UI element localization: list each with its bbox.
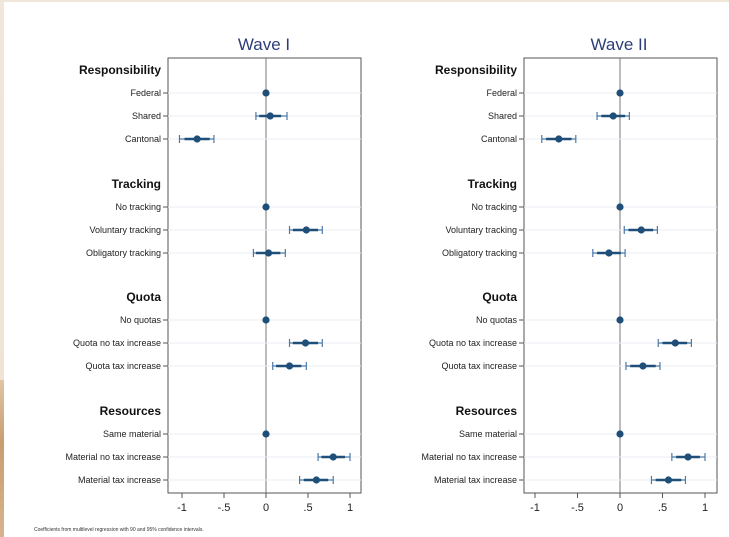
row-label-obligatory-tracking: Obligatory tracking <box>442 248 517 258</box>
x-tick-label: -1 <box>530 502 540 514</box>
point-obligatory-tracking <box>605 249 613 257</box>
point-material-tax-increase <box>664 476 673 484</box>
figure-caption: Coefficients from multilevel regression … <box>34 527 204 533</box>
row-label-obligatory-tracking: Obligatory tracking <box>86 248 161 258</box>
point-cantonal <box>193 135 201 143</box>
row-label-material-no-tax-increase: Material no tax increase <box>65 452 161 462</box>
point-shared <box>266 112 274 120</box>
group-heading-tracking: Tracking <box>468 177 517 191</box>
group-heading-resources: Resources <box>100 404 162 418</box>
point-no-tracking <box>262 203 270 211</box>
row-label-shared: Shared <box>488 111 517 121</box>
point-same-material <box>616 430 624 438</box>
point-quota-no-tax-increase <box>301 339 310 347</box>
chart-title: Wave II <box>591 35 648 54</box>
row-label-material-no-tax-increase: Material no tax increase <box>421 452 517 462</box>
row-label-federal: Federal <box>486 88 517 98</box>
row-label-material-tax-increase: Material tax increase <box>434 475 517 485</box>
group-heading-quota: Quota <box>126 290 161 304</box>
row-label-quota-tax-increase: Quota tax increase <box>85 361 161 371</box>
point-material-no-tax-increase <box>329 453 337 461</box>
x-tick-label: 0 <box>263 502 269 514</box>
point-material-tax-increase <box>312 476 320 484</box>
x-tick-label: 0 <box>617 502 623 514</box>
point-material-no-tax-increase <box>684 453 692 461</box>
point-voluntary-tracking <box>302 226 310 234</box>
row-label-voluntary-tracking: Voluntary tracking <box>445 225 517 235</box>
point-voluntary-tracking <box>637 226 645 234</box>
point-quota-tax-increase <box>285 362 294 370</box>
point-no-tracking <box>616 203 624 211</box>
panel-wave-2: Wave II Responsibility Federal Shared Canton… <box>421 35 718 514</box>
row-label-quota-tax-increase: Quota tax increase <box>441 361 517 371</box>
group-heading-resources: Resources <box>456 404 518 418</box>
group-heading-quota: Quota <box>482 290 517 304</box>
x-tick-label: -.5 <box>571 502 584 514</box>
row-label-same-material: Same material <box>459 429 517 439</box>
row-label-no-tracking: No tracking <box>115 202 161 212</box>
point-shared <box>609 112 617 120</box>
row-label-no-quotas: No quotas <box>476 315 518 325</box>
row-label-federal: Federal <box>130 88 161 98</box>
group-heading-responsibility: Responsibility <box>435 63 517 77</box>
row-label-same-material: Same material <box>103 429 161 439</box>
row-label-quota-no-tax-increase: Quota no tax increase <box>73 338 161 348</box>
row-label-cantonal: Cantonal <box>481 134 517 144</box>
x-tick-label: 1 <box>347 502 353 514</box>
point-same-material <box>262 430 270 438</box>
row-label-quota-no-tax-increase: Quota no tax increase <box>429 338 517 348</box>
point-federal <box>262 89 270 97</box>
row-label-material-tax-increase: Material tax increase <box>78 475 161 485</box>
plot-area <box>167 57 362 494</box>
panel-wave-1: Wave I Responsibility Federal Shared Cantona… <box>65 35 362 514</box>
row-label-no-quotas: No quotas <box>120 315 162 325</box>
point-federal <box>616 89 624 97</box>
x-tick-label: -.5 <box>218 502 231 514</box>
row-label-cantonal: Cantonal <box>125 134 161 144</box>
row-label-shared: Shared <box>132 111 161 121</box>
x-tick-label: -1 <box>177 502 187 514</box>
group-heading-responsibility: Responsibility <box>79 63 161 77</box>
x-tick-label: .5 <box>303 502 312 514</box>
x-tick-label: 1 <box>702 502 708 514</box>
point-no-quotas <box>262 316 270 324</box>
point-cantonal <box>555 135 563 143</box>
row-label-no-tracking: No tracking <box>471 202 517 212</box>
group-heading-tracking: Tracking <box>112 177 161 191</box>
point-obligatory-tracking <box>264 249 273 257</box>
point-quota-no-tax-increase <box>671 339 679 347</box>
point-no-quotas <box>616 316 624 324</box>
chart-title: Wave I <box>238 35 290 54</box>
point-quota-tax-increase <box>639 362 647 370</box>
row-label-voluntary-tracking: Voluntary tracking <box>89 225 161 235</box>
x-tick-label: .5 <box>658 502 667 514</box>
